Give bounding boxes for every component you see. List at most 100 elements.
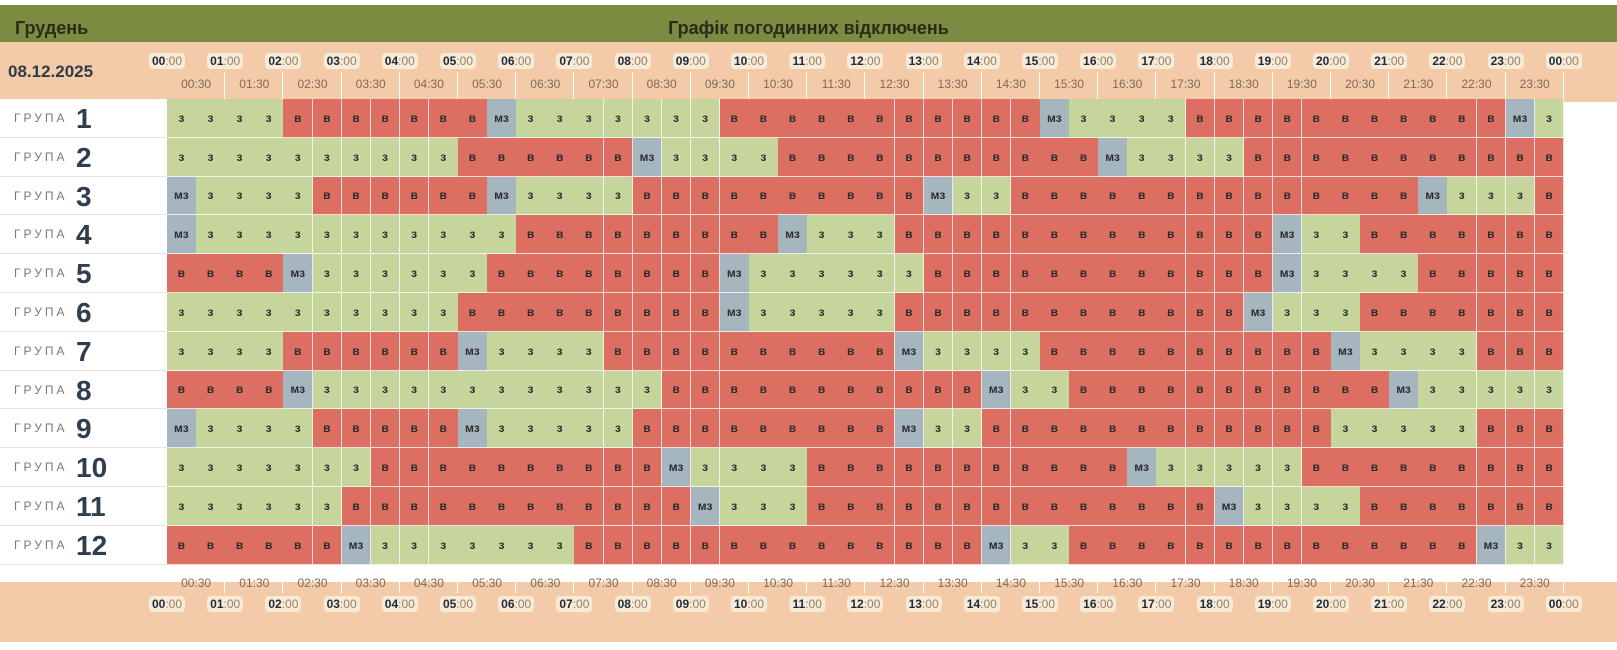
slot-cell[interactable]: в — [603, 293, 634, 332]
slot-cell[interactable]: в — [1185, 254, 1216, 293]
slot-cell[interactable]: з — [749, 137, 779, 177]
slot-cell[interactable]: в — [865, 487, 896, 526]
slot-cell[interactable]: з — [952, 176, 983, 216]
slot-cell[interactable]: в — [1243, 137, 1274, 177]
slot-cell[interactable]: в — [1534, 254, 1565, 293]
slot-cell[interactable]: в — [661, 176, 692, 216]
slot-cell[interactable]: з — [341, 215, 372, 255]
slot-cell[interactable]: в — [1069, 176, 1099, 216]
slot-cell[interactable]: в — [1534, 215, 1565, 255]
slot-cell[interactable]: в — [487, 448, 517, 487]
slot-cell[interactable]: з — [1040, 525, 1070, 565]
slot-cell[interactable]: в — [1185, 331, 1216, 371]
slot-cell[interactable]: в — [603, 448, 634, 487]
slot-cell[interactable]: в — [1185, 215, 1216, 255]
slot-cell[interactable]: в — [1272, 370, 1303, 410]
slot-cell[interactable]: в — [1185, 487, 1216, 526]
slot-cell[interactable]: в — [1505, 137, 1536, 177]
slot-cell[interactable]: з — [1389, 409, 1419, 449]
slot-cell[interactable]: в — [1156, 215, 1187, 255]
slot-cell[interactable]: в — [749, 370, 779, 410]
slot-cell[interactable]: в — [574, 254, 605, 293]
slot-cell[interactable]: мз — [283, 254, 314, 293]
slot-cell[interactable]: в — [778, 176, 808, 216]
slot-cell[interactable]: в — [923, 525, 954, 565]
slot-cell[interactable]: в — [1185, 99, 1216, 138]
slot-cell[interactable]: з — [923, 331, 954, 371]
slot-cell[interactable]: в — [632, 525, 663, 565]
slot-cell[interactable]: з — [254, 409, 284, 449]
slot-cell[interactable]: в — [1389, 448, 1419, 487]
slot-cell[interactable]: в — [1389, 215, 1419, 255]
slot-cell[interactable]: в — [341, 176, 372, 216]
slot-cell[interactable]: в — [1505, 487, 1536, 526]
slot-cell[interactable]: з — [167, 99, 197, 138]
slot-cell[interactable]: в — [225, 525, 255, 565]
slot-cell[interactable]: в — [1185, 176, 1216, 216]
slot-cell[interactable]: з — [1156, 448, 1187, 487]
slot-cell[interactable]: в — [1098, 215, 1128, 255]
slot-cell[interactable]: в — [1156, 176, 1187, 216]
slot-cell[interactable]: з — [807, 254, 837, 293]
slot-cell[interactable]: в — [370, 99, 401, 138]
slot-cell[interactable]: з — [1301, 215, 1332, 255]
slot-cell[interactable]: в — [1214, 215, 1245, 255]
slot-cell[interactable]: в — [1418, 293, 1448, 332]
slot-cell[interactable]: в — [1127, 331, 1157, 371]
slot-cell[interactable]: в — [1447, 254, 1478, 293]
slot-cell[interactable]: з — [283, 293, 314, 332]
slot-cell[interactable]: з — [719, 487, 750, 526]
slot-cell[interactable]: в — [1243, 99, 1274, 138]
slot-cell[interactable]: в — [196, 370, 226, 410]
slot-cell[interactable]: в — [603, 137, 634, 177]
slot-cell[interactable]: в — [981, 99, 1012, 138]
slot-cell[interactable]: в — [981, 137, 1012, 177]
slot-cell[interactable]: мз — [1214, 487, 1245, 526]
slot-cell[interactable]: в — [1534, 409, 1565, 449]
slot-cell[interactable]: в — [1098, 370, 1128, 410]
slot-cell[interactable]: з — [1447, 176, 1478, 216]
slot-cell[interactable]: з — [516, 331, 546, 371]
slot-cell[interactable]: в — [1010, 487, 1041, 526]
slot-cell[interactable]: з — [981, 331, 1012, 371]
slot-cell[interactable]: з — [254, 176, 284, 216]
slot-cell[interactable]: в — [1127, 254, 1157, 293]
slot-cell[interactable]: в — [1272, 409, 1303, 449]
slot-cell[interactable]: в — [807, 99, 837, 138]
slot-cell[interactable]: в — [1069, 370, 1099, 410]
slot-cell[interactable]: в — [719, 525, 750, 565]
slot-cell[interactable]: в — [1331, 448, 1361, 487]
slot-cell[interactable]: в — [1214, 99, 1245, 138]
slot-cell[interactable]: в — [370, 409, 401, 449]
slot-cell[interactable]: з — [923, 409, 954, 449]
slot-cell[interactable]: в — [1476, 331, 1507, 371]
slot-cell[interactable]: з — [719, 137, 750, 177]
slot-cell[interactable]: з — [283, 176, 314, 216]
slot-cell[interactable]: з — [1534, 99, 1565, 138]
slot-cell[interactable]: в — [894, 176, 925, 216]
slot-cell[interactable]: з — [1331, 215, 1361, 255]
slot-cell[interactable]: з — [312, 137, 343, 177]
slot-cell[interactable]: з — [487, 525, 517, 565]
slot-cell[interactable]: в — [1040, 137, 1070, 177]
slot-cell[interactable]: з — [283, 137, 314, 177]
slot-cell[interactable]: в — [923, 448, 954, 487]
slot-cell[interactable]: в — [632, 215, 663, 255]
slot-cell[interactable]: в — [865, 176, 896, 216]
slot-cell[interactable]: мз — [487, 176, 517, 216]
slot-cell[interactable]: в — [1505, 254, 1536, 293]
slot-cell[interactable]: в — [952, 254, 983, 293]
slot-cell[interactable]: в — [1418, 99, 1448, 138]
slot-cell[interactable]: в — [807, 487, 837, 526]
slot-cell[interactable]: в — [749, 525, 779, 565]
slot-cell[interactable]: в — [1272, 137, 1303, 177]
slot-cell[interactable]: в — [749, 99, 779, 138]
slot-cell[interactable]: в — [545, 448, 575, 487]
slot-cell[interactable]: мз — [1331, 331, 1361, 371]
slot-cell[interactable]: з — [603, 409, 634, 449]
slot-cell[interactable]: в — [1214, 525, 1245, 565]
slot-cell[interactable]: в — [1331, 525, 1361, 565]
slot-cell[interactable]: в — [778, 409, 808, 449]
slot-cell[interactable]: в — [1156, 409, 1187, 449]
slot-cell[interactable]: мз — [167, 215, 197, 255]
